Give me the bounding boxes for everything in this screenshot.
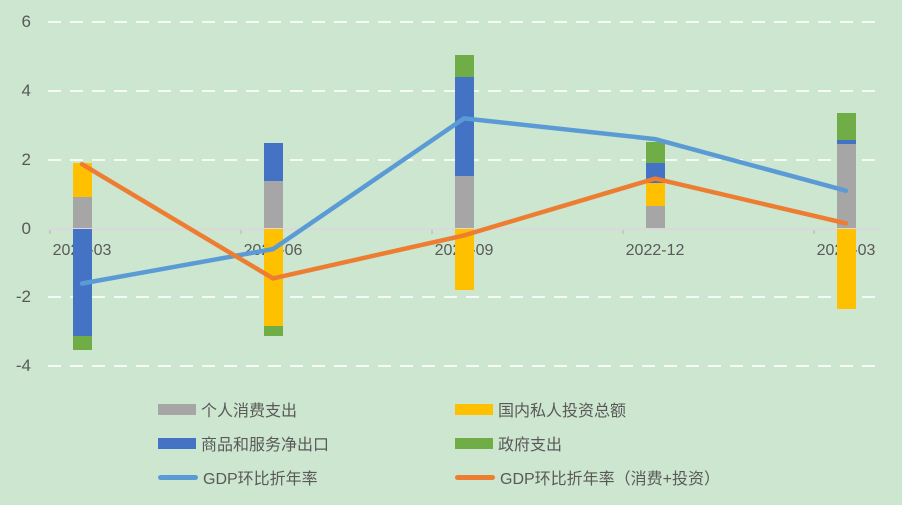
legend-bar-swatch bbox=[158, 403, 196, 415]
legend-item: 政府支出 bbox=[455, 432, 562, 454]
bar-segment-政府支出 bbox=[645, 142, 665, 164]
x-axis-tick bbox=[431, 229, 433, 234]
legend-item: 个人消费支出 bbox=[158, 398, 297, 420]
y-axis-tick-label: -2 bbox=[15, 287, 31, 307]
legend-line-swatch bbox=[455, 474, 495, 480]
legend-bar-swatch bbox=[158, 437, 196, 449]
gridline bbox=[48, 21, 880, 24]
y-axis-tick-label: 0 bbox=[21, 218, 31, 238]
legend-line-swatch bbox=[158, 474, 198, 480]
legend-label: GDP环比折年率（消费+投资） bbox=[500, 471, 721, 488]
bar-segment-商品和服务净出口 bbox=[454, 77, 474, 176]
bar-segment-商品和服务净出口 bbox=[645, 163, 665, 184]
bar-segment-个人消费支出 bbox=[645, 206, 665, 229]
x-axis-tick bbox=[622, 229, 624, 234]
bar-segment-政府支出 bbox=[72, 336, 92, 350]
bar-segment-商品和服务净出口 bbox=[836, 140, 856, 145]
bar-segment-政府支出 bbox=[263, 325, 283, 336]
bar-segment-商品和服务净出口 bbox=[72, 228, 92, 337]
legend-bar-swatch bbox=[455, 437, 493, 449]
plot-area: 6420-2-42022-032022-062022-092022-122023… bbox=[15, 12, 880, 376]
bar-segment-政府支出 bbox=[836, 113, 856, 141]
x-axis-tick bbox=[49, 229, 51, 234]
legend-label: 政府支出 bbox=[498, 437, 563, 454]
gridline bbox=[48, 365, 880, 368]
bar-segment-个人消费支出 bbox=[263, 181, 283, 229]
y-axis-tick-label: -4 bbox=[15, 356, 31, 376]
y-axis-tick-label: 2 bbox=[21, 149, 31, 169]
legend-item: GDP环比折年率（消费+投资） bbox=[455, 466, 720, 488]
x-axis-tick bbox=[240, 229, 242, 234]
legend-bar-swatch bbox=[455, 403, 493, 415]
bar-segment-国内私人投资总额 bbox=[263, 228, 283, 326]
legend-label: 国内私人投资总额 bbox=[498, 403, 627, 420]
bar-segment-国内私人投资总额 bbox=[454, 228, 474, 290]
bar-segment-国内私人投资总额 bbox=[836, 228, 856, 310]
bar-segment-政府支出 bbox=[454, 54, 474, 78]
legend-item: 国内私人投资总额 bbox=[455, 398, 626, 420]
y-axis-tick-label: 6 bbox=[21, 12, 31, 32]
legend-label: 商品和服务净出口 bbox=[201, 437, 330, 454]
bar-segment-国内私人投资总额 bbox=[645, 183, 665, 207]
legend-item: 商品和服务净出口 bbox=[158, 432, 329, 454]
legend-label: GDP环比折年率 bbox=[203, 471, 318, 488]
gridline bbox=[48, 296, 880, 299]
bar-segment-个人消费支出 bbox=[836, 144, 856, 229]
bar-segment-商品和服务净出口 bbox=[263, 142, 283, 182]
x-axis-category-label: 2022-12 bbox=[625, 241, 685, 259]
legend-item: GDP环比折年率 bbox=[158, 466, 318, 488]
bar-segment-个人消费支出 bbox=[72, 196, 92, 229]
bar-segment-个人消费支出 bbox=[454, 175, 474, 229]
y-axis-tick-label: 4 bbox=[21, 80, 31, 100]
legend-label: 个人消费支出 bbox=[201, 403, 298, 420]
bar-segment-国内私人投资总额 bbox=[72, 163, 92, 197]
x-axis-tick bbox=[813, 229, 815, 234]
